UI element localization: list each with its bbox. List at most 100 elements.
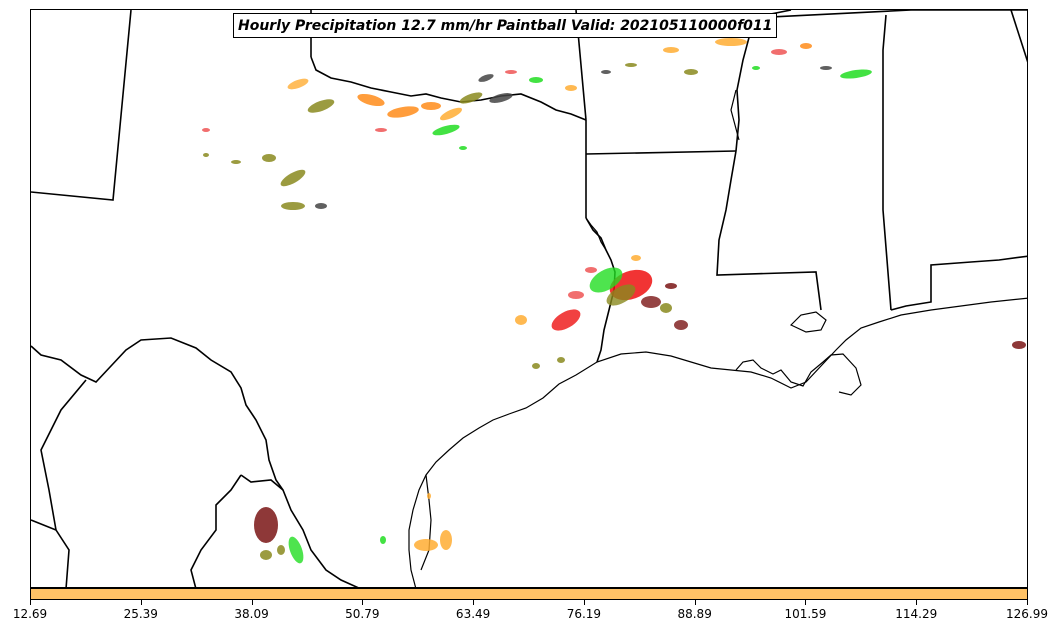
precip-blob: [357, 93, 385, 107]
border-al-fl: [890, 255, 1027, 311]
precip-blob: [660, 303, 672, 313]
precip-blob: [280, 169, 306, 187]
precip-blob: [421, 102, 441, 110]
colorbar-tick: [805, 600, 807, 605]
precip-blob: [771, 49, 787, 55]
precip-blob: [684, 69, 698, 75]
precip-blob: [631, 255, 641, 261]
precip-blob: [601, 70, 611, 74]
colorbar-tick: [140, 600, 142, 605]
precip-blob: [585, 267, 597, 273]
precip-blob: [505, 70, 517, 74]
colorbar-tick-label: 25.39: [123, 607, 158, 621]
coastline: [408, 89, 1027, 587]
precip-blob: [202, 128, 210, 132]
precip-blob: [414, 539, 438, 551]
colorbar-tick-label: 88.89: [677, 607, 712, 621]
precip-blob: [800, 43, 812, 49]
precip-blob: [288, 536, 304, 564]
precip-blob: [665, 283, 677, 289]
precip-blob: [478, 74, 494, 82]
precip-blob: [459, 92, 483, 104]
border-mx-states-4: [240, 474, 284, 491]
colorbar-tick-label: 126.99: [1006, 607, 1048, 621]
colorbar-tick: [916, 600, 918, 605]
colorbar-tick: [362, 600, 364, 605]
precip-blob: [752, 66, 760, 70]
precip-blob: [551, 309, 581, 331]
precip-blob: [281, 202, 305, 210]
precip-blob: [427, 493, 431, 499]
precip-blob: [606, 284, 636, 306]
border-ms-la: [716, 150, 822, 311]
colorbar-tick-label: 50.79: [345, 607, 380, 621]
tx-inner-coast: [420, 474, 432, 571]
precip-blob: [489, 93, 513, 103]
colorbar-tick: [583, 600, 585, 605]
precip-blob: [641, 296, 661, 308]
precip-blob: [277, 545, 285, 555]
la-coast-detail: [735, 353, 862, 396]
lake-pontchartrain: [789, 311, 827, 333]
precip-blob: [203, 153, 209, 157]
border-rio-grande: [31, 337, 359, 587]
state-borders: [31, 10, 1027, 587]
precip-blob: [262, 154, 276, 162]
colorbar-tick-label: 12.69: [12, 607, 48, 621]
ms-river: [585, 217, 607, 251]
precip-blob: [375, 128, 387, 132]
precip-blob: [532, 363, 540, 369]
border-ga: [1010, 10, 1027, 63]
precip-blob: [287, 78, 309, 90]
precip-blobs: [202, 38, 1026, 564]
colorbar: [30, 588, 1028, 600]
colorbar-tick: [30, 600, 31, 605]
border-ok-tx-red-river: [310, 56, 587, 121]
precip-blob: [307, 99, 335, 113]
precip-blob: [674, 320, 688, 330]
precip-blob: [254, 507, 278, 543]
precip-blob: [840, 69, 872, 79]
precip-blob: [380, 536, 386, 544]
map-canvas: [31, 10, 1027, 587]
colorbar-tick: [694, 600, 696, 605]
colorbar-tick-label: 63.49: [455, 607, 491, 621]
border-mx-states-1: [31, 519, 70, 587]
precip-blob: [625, 63, 637, 67]
ms-river-east: [730, 89, 740, 141]
colorbar-tick-label: 114.29: [895, 607, 938, 621]
precip-blob: [1012, 341, 1026, 349]
precip-blob: [459, 146, 467, 150]
precip-blob: [315, 203, 327, 209]
precip-blob: [387, 106, 419, 118]
precip-blob: [557, 357, 565, 363]
colorbar-tick: [1027, 600, 1028, 605]
precip-blob: [260, 550, 272, 560]
precip-blob: [663, 47, 679, 53]
precip-blob: [529, 77, 543, 83]
colorbar-tick: [473, 600, 475, 605]
precip-blob: [568, 291, 584, 299]
map-title: Hourly Precipitation 12.7 mm/hr Paintbal…: [238, 17, 773, 34]
colorbar-tick: [251, 600, 253, 605]
colorbar-tick-label: 76.19: [566, 607, 602, 621]
precip-blob: [589, 267, 623, 293]
precip-blob: [515, 315, 527, 325]
title-box: Hourly Precipitation 12.7 mm/hr Paintbal…: [233, 13, 778, 38]
precip-blob: [231, 160, 241, 164]
map-frame: [30, 9, 1028, 588]
border-mx-states-2: [40, 379, 87, 531]
border-top-east: [750, 10, 912, 19]
border-ar-la: [585, 150, 737, 155]
colorbar-tick-label: 101.59: [784, 607, 827, 621]
colorbar-tick-label: 38.09: [234, 607, 269, 621]
precip-blob: [565, 85, 577, 91]
precip-blob: [432, 124, 460, 136]
precip-blob: [715, 38, 747, 46]
border-nm-tx: [31, 10, 132, 201]
precip-blob: [439, 107, 463, 121]
texas-coast: [408, 297, 1027, 587]
precip-blob: [440, 530, 452, 550]
precip-blob: [820, 66, 832, 70]
border-mx-states-3: [190, 474, 242, 587]
